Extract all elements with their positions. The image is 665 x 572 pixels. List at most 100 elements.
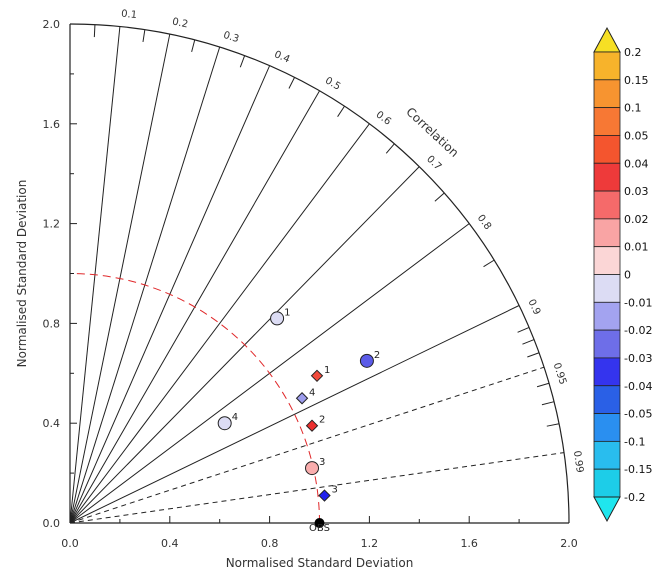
y-tick-label: 0.4 bbox=[43, 417, 61, 430]
point-label: 2 bbox=[374, 350, 380, 361]
y-axis-title: Normalised Standard Deviation bbox=[15, 180, 29, 368]
colorbar-segment bbox=[594, 386, 620, 414]
colorbar-label: 0.01 bbox=[624, 241, 649, 254]
colorbar-segment bbox=[594, 358, 620, 386]
diamond-marker bbox=[319, 490, 330, 501]
colorbar-label: 0.05 bbox=[624, 129, 649, 142]
colorbar-segment bbox=[594, 414, 620, 442]
y-tick-label: 0.8 bbox=[43, 317, 61, 330]
correlation-minor-tick bbox=[542, 402, 554, 405]
colorbar-segment bbox=[594, 80, 620, 108]
colorbar-segment bbox=[594, 330, 620, 358]
correlation-tick-label: 0.6 bbox=[374, 109, 393, 127]
diamond-marker bbox=[307, 420, 318, 431]
correlation-minor-tick bbox=[537, 383, 549, 386]
correlation-minor-tick bbox=[547, 424, 559, 426]
correlation-tick-label: 0.7 bbox=[424, 154, 443, 173]
circle-marker bbox=[271, 312, 284, 325]
correlation-tick-label: 0.1 bbox=[121, 9, 138, 22]
colorbar-segment bbox=[594, 247, 620, 275]
correlation-title: Correlation bbox=[403, 105, 461, 160]
y-tick-label: 0.0 bbox=[43, 517, 61, 530]
point-label: 1 bbox=[284, 307, 290, 318]
colorbar-segment bbox=[594, 219, 620, 247]
point-label: 3 bbox=[319, 457, 325, 468]
colorbar-segment bbox=[594, 135, 620, 163]
point-label: 3 bbox=[331, 485, 337, 496]
colorbar-label: 0.02 bbox=[624, 213, 649, 226]
colorbar-label: 0.15 bbox=[624, 74, 649, 87]
x-tick-label: 0.8 bbox=[261, 537, 279, 550]
point-label: 2 bbox=[319, 415, 325, 426]
x-tick-label: 1.2 bbox=[361, 537, 379, 550]
correlation-minor-tick bbox=[518, 327, 529, 332]
colorbar-segment bbox=[594, 163, 620, 191]
circle-marker bbox=[306, 462, 319, 475]
colorbar-segment bbox=[594, 108, 620, 136]
diamond-marker bbox=[312, 370, 323, 381]
y-tick-label: 2.0 bbox=[43, 18, 61, 31]
colorbar-label: -0.15 bbox=[624, 463, 652, 476]
colorbar-label: -0.01 bbox=[624, 296, 652, 309]
correlation-tick-label: 0.5 bbox=[323, 75, 342, 92]
diagram-grid: 0.1 0.2 0.3 0.4 0.5 0.6 0.7 0.8 0.9 0.95 0.99 bbox=[70, 9, 585, 523]
correlation-tick-label: 0.8 bbox=[475, 213, 493, 232]
colorbar-label: -0.04 bbox=[624, 380, 652, 393]
colorbar-label: -0.05 bbox=[624, 408, 652, 421]
x-tick-label: 0.4 bbox=[161, 537, 179, 550]
colorbar-label: -0.2 bbox=[624, 491, 645, 504]
correlation-tick-label: 0.99 bbox=[571, 450, 585, 474]
colorbar-segment bbox=[594, 275, 620, 303]
colorbar-label: -0.03 bbox=[624, 352, 652, 365]
x-tick-label: 1.6 bbox=[460, 537, 478, 550]
point-label: 4 bbox=[309, 387, 315, 398]
outer-arc bbox=[70, 24, 569, 523]
correlation-minor-tick bbox=[527, 353, 539, 357]
reference-label: OBS bbox=[309, 523, 330, 534]
correlation-minor-tick bbox=[435, 193, 444, 201]
correlation-minor-tick bbox=[192, 40, 195, 52]
point-label: 1 bbox=[324, 365, 330, 376]
correlation-minor-tick bbox=[289, 77, 295, 88]
correlation-minor-tick bbox=[143, 30, 145, 42]
circle-marker bbox=[218, 417, 231, 430]
colorbar-top-arrow bbox=[594, 28, 620, 52]
x-tick-label: 2.0 bbox=[560, 537, 578, 550]
colorbar-label: 0.1 bbox=[624, 102, 642, 115]
colorbar-label: 0.2 bbox=[624, 46, 642, 59]
colorbar-label: -0.1 bbox=[624, 435, 645, 448]
correlation-minor-tick bbox=[94, 25, 95, 37]
colorbar-segment bbox=[594, 441, 620, 469]
correlation-tick-label: 0.4 bbox=[272, 49, 291, 65]
colorbar-segment bbox=[594, 191, 620, 219]
correlation-tick-label: 0.9 bbox=[525, 298, 542, 317]
circle-marker bbox=[360, 354, 373, 367]
correlation-minor-tick bbox=[240, 56, 244, 68]
x-axis-title: Normalised Standard Deviation bbox=[226, 556, 414, 570]
colorbar-label: 0.04 bbox=[624, 157, 649, 170]
colorbar: 0.2 0.15 0.1 0.05 0.04 0.03 0.02 0.01 0 -0.01 -0.0… bbox=[594, 28, 652, 521]
y-tick-label: 1.6 bbox=[43, 118, 61, 131]
correlation-ray bbox=[70, 305, 519, 523]
diamond-marker bbox=[297, 393, 308, 404]
correlation-minor-tick bbox=[386, 144, 394, 153]
point-label: 4 bbox=[232, 412, 238, 423]
x-tick-label: 0.0 bbox=[61, 537, 79, 550]
colorbar-label: -0.02 bbox=[624, 324, 652, 337]
correlation-tick-label: 0.2 bbox=[171, 16, 189, 30]
correlation-tick-label: 0.95 bbox=[551, 362, 568, 387]
y-tick-label: 1.2 bbox=[43, 218, 61, 231]
correlation-minor-tick bbox=[522, 340, 534, 345]
colorbar-segment bbox=[594, 52, 620, 80]
correlation-minor-tick bbox=[484, 260, 495, 267]
colorbar-segment bbox=[594, 302, 620, 330]
colorbar-label: 0 bbox=[624, 269, 631, 282]
colorbar-bottom-arrow bbox=[594, 497, 620, 521]
colorbar-segment bbox=[594, 469, 620, 497]
correlation-minor-tick bbox=[338, 106, 345, 116]
correlation-tick-label: 0.3 bbox=[222, 30, 240, 45]
correlation-ray bbox=[70, 453, 564, 523]
colorbar-label: 0.03 bbox=[624, 185, 649, 198]
